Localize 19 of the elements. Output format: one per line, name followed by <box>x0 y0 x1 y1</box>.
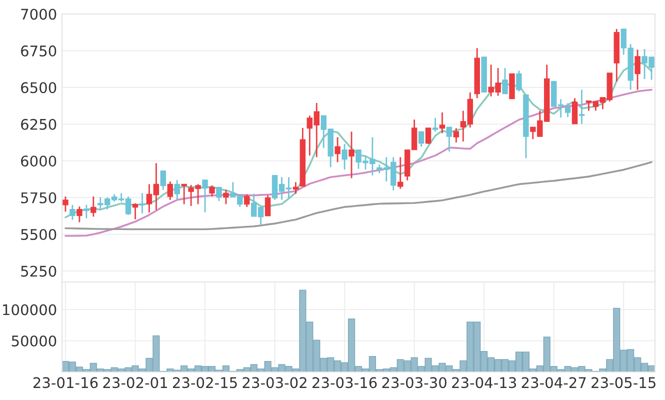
x-tick-label: 23-04-27 <box>522 377 586 388</box>
y-tick-label: 6500 <box>21 82 56 94</box>
y-tick-label: 100000 <box>3 304 56 316</box>
x-tick-label: 23-02-15 <box>172 377 237 388</box>
y-tick-label: 5500 <box>21 228 56 240</box>
y-tick-label: 7000 <box>21 8 56 20</box>
x-tick-label: 23-04-13 <box>452 377 516 388</box>
y-tick-label: 50000 <box>12 335 56 346</box>
y-tick-label: 6750 <box>21 45 56 56</box>
y-tick-label: 5750 <box>21 192 56 204</box>
x-tick-label: 23-02-01 <box>103 377 168 388</box>
x-tick-label: 23-03-02 <box>242 377 306 388</box>
x-tick-label: 23-03-30 <box>382 377 446 388</box>
y-tick-label: 6000 <box>21 156 56 167</box>
y-tick-label: 6250 <box>21 118 56 130</box>
y-tick-label: 5250 <box>21 266 56 277</box>
x-tick-label: 23-05-15 <box>592 377 656 388</box>
x-tick-label: 23-03-16 <box>312 377 377 388</box>
x-tick-label: 23-01-16 <box>33 377 98 388</box>
